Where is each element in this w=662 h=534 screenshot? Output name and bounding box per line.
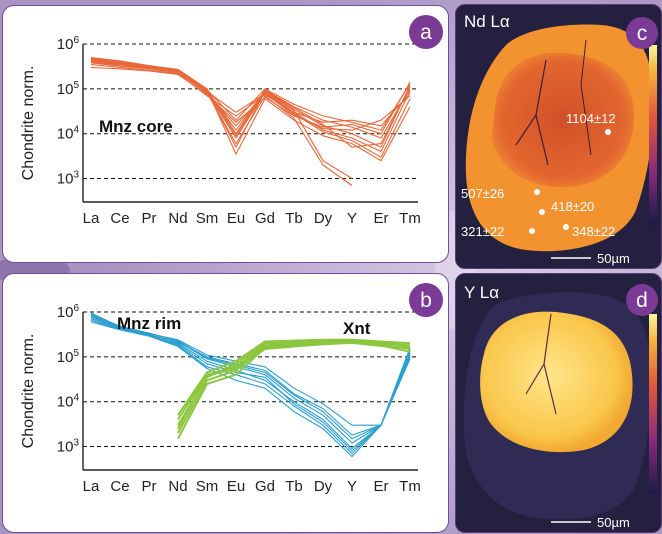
x-tick-label: Eu xyxy=(227,210,245,227)
series-line-xnt-14 xyxy=(177,341,411,430)
x-tick-label: Dy xyxy=(314,210,333,227)
annotation-xnt: Xnt xyxy=(343,319,371,338)
panel-badge-b xyxy=(409,283,443,317)
x-tick-label: Y xyxy=(347,478,357,495)
x-tick-label: Tm xyxy=(399,210,421,227)
chart-b-svg: 106 105 104 103 Chondrite norm. La Ce Pr Nd Sm Eu G… xyxy=(20,283,443,495)
series-line-mnz-core-6 xyxy=(90,63,411,127)
y-tick-label: 105 xyxy=(57,80,80,98)
x-tick-label: La xyxy=(83,210,100,227)
y-scale-label: 50µm xyxy=(597,515,630,530)
x-tick-label: Tm xyxy=(399,478,421,495)
series-line-mnz-core-11 xyxy=(90,57,411,162)
chart-panel-b: 106 105 104 103 Chondrite norm. La Ce Pr Nd Sm Eu G… xyxy=(2,273,449,533)
x-tick-label: Nd xyxy=(168,478,187,495)
series-line-mnz-rim-2 xyxy=(90,318,411,455)
x-tick-label: Tb xyxy=(285,478,303,495)
panel-label-d: d xyxy=(636,289,648,312)
x-tick-label: Ce xyxy=(110,210,129,227)
x-tick-label: Sm xyxy=(196,478,219,495)
nd-crack xyxy=(515,59,549,166)
age-label-4: 321±22 xyxy=(461,224,504,239)
x-tick-label: Nd xyxy=(168,210,187,227)
nd-color-scale xyxy=(649,45,657,225)
panel-label-c: c xyxy=(637,22,648,45)
y-tick-label: 105 xyxy=(57,348,80,366)
age-label-2: 507±26 xyxy=(461,186,504,201)
x-tick-label: La xyxy=(83,478,100,495)
y-map-svg: Y Lα 50µm d xyxy=(456,274,661,532)
x-tick-label: Ce xyxy=(110,478,129,495)
y-axis-label: Chondrite norm. xyxy=(20,334,37,449)
x-tick-label: Sm xyxy=(196,210,219,227)
series-line-xnt-10 xyxy=(177,340,411,434)
y-crack xyxy=(525,313,557,415)
x-tick-label: Pr xyxy=(142,478,157,495)
nd-grain-core xyxy=(492,52,635,188)
series-line-mnz-rim-5 xyxy=(90,317,411,436)
nd-map-title: Nd Lα xyxy=(464,12,510,31)
y-tick-label: 106 xyxy=(57,35,80,53)
series-line-mnz-core-8 xyxy=(90,61,353,186)
age-label-1: 1104±12 xyxy=(566,111,616,126)
panel-label-b: b xyxy=(420,289,432,312)
y-tick-label: 106 xyxy=(57,303,80,321)
nd-map-panel-c: Nd Lα 1104±12 507±26 418±20 321±22 348±2… xyxy=(455,4,662,269)
series-line-mnz-core-10 xyxy=(90,66,411,135)
age-spot-2 xyxy=(534,189,540,195)
chart-panel-a: 106 105 104 103 Chondrite norm. La Ce Pr Nd Sm Eu G… xyxy=(2,5,449,263)
y-tick-label: 103 xyxy=(57,438,80,456)
age-spot-4 xyxy=(529,228,535,234)
x-tick-label: Gd xyxy=(255,478,275,495)
y-grain-core xyxy=(480,311,633,453)
x-tick-label: Dy xyxy=(314,478,333,495)
y-color-scale xyxy=(649,314,657,494)
x-tick-label: Tb xyxy=(285,210,303,227)
series-line-mnz-rim-8 xyxy=(90,312,411,440)
panel-badge-d xyxy=(626,284,658,316)
x-tick-label: Er xyxy=(374,210,389,227)
y-map-panel-d: Y Lα 50µm d xyxy=(455,273,662,533)
y-tick-label: 103 xyxy=(57,170,80,188)
panel-label-a: a xyxy=(420,21,432,44)
age-label-3: 418±20 xyxy=(551,199,594,214)
nd-map-svg: Nd Lα 1104±12 507±26 418±20 321±22 348±2… xyxy=(456,5,661,268)
series-line-xnt-13 xyxy=(177,338,411,416)
age-spot-1 xyxy=(605,129,611,135)
annotation-mnz-rim: Mnz rim xyxy=(117,314,181,333)
y-axis-label: Chondrite norm. xyxy=(20,66,37,181)
age-label-5: 348±22 xyxy=(572,224,615,239)
y-tick-label: 104 xyxy=(57,393,80,411)
age-spot-5 xyxy=(563,224,569,230)
x-tick-label: Er xyxy=(374,478,389,495)
x-tick-label: Gd xyxy=(255,210,275,227)
panel-badge-a xyxy=(409,15,443,49)
y-tick-label: 104 xyxy=(57,125,80,143)
annotation-mnz-core: Mnz core xyxy=(99,117,173,136)
x-tick-label: Pr xyxy=(142,210,157,227)
nd-crack-2 xyxy=(580,39,592,156)
series-line-mnz-rim-7 xyxy=(90,319,411,452)
chart-a-svg: 106 105 104 103 Chondrite norm. La Ce Pr Nd Sm Eu G… xyxy=(20,15,443,227)
y-map-title: Y Lα xyxy=(464,283,499,302)
nd-scale-label: 50µm xyxy=(597,251,630,266)
x-tick-label: Y xyxy=(347,210,357,227)
series-line-mnz-core-12 xyxy=(90,60,411,131)
series-line-xnt-9 xyxy=(177,340,411,421)
panel-badge-c xyxy=(626,17,658,49)
x-tick-label: Eu xyxy=(227,478,245,495)
age-spot-3 xyxy=(539,209,545,215)
